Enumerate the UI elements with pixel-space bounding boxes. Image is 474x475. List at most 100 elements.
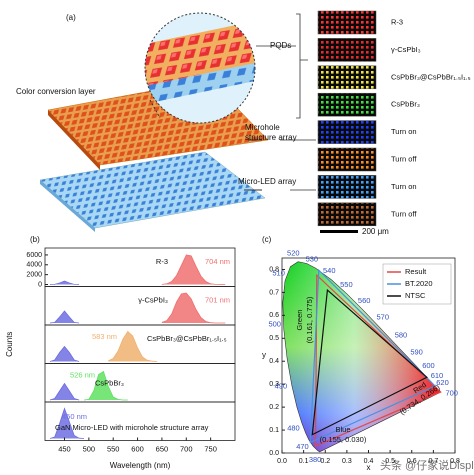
x-tick-label: 600	[131, 444, 144, 453]
y-tick-label: 4000	[26, 262, 42, 269]
y-tick-label: 0.0	[269, 450, 279, 457]
wavelength-label: 610	[431, 371, 444, 380]
peak-label: 526 nm	[70, 370, 95, 379]
peak-label: 450 nm	[62, 412, 87, 421]
y-tick-label: 0.5	[269, 335, 279, 342]
spectrum-fill	[161, 254, 226, 285]
spectrum-line	[49, 280, 80, 285]
micrograph-tile	[317, 38, 377, 62]
x-tick-label: 700	[180, 444, 193, 453]
x-tick-label: 0.7	[429, 458, 439, 465]
y-tick-label: 0.3	[269, 381, 279, 388]
annotation: (0.155, 0.030)	[320, 435, 367, 444]
tile-label: Turn on	[391, 182, 417, 191]
micrograph-tile	[317, 175, 377, 199]
micrograph-tile	[317, 147, 377, 172]
y-axis-title: Counts	[5, 332, 14, 357]
peak-label: 583 nm	[92, 332, 117, 341]
wavelength-label: 480	[287, 423, 300, 432]
tile-label: Turn off	[391, 154, 417, 163]
layer-label: Micro-LED array	[238, 177, 296, 186]
micrograph-tile	[317, 92, 377, 117]
annotation: (0.161, 0.775)	[305, 296, 314, 343]
panel-label: (c)	[262, 235, 272, 244]
wavelength-label: 500	[268, 319, 281, 328]
layer-label: Color conversion layer	[16, 87, 96, 96]
series-name: R-3	[156, 257, 168, 266]
wavelength-label: 380	[309, 455, 322, 464]
spectrum-line	[49, 345, 80, 362]
micrograph-tile	[317, 202, 377, 227]
spectrum-fill	[49, 281, 80, 285]
plot-frame	[44, 286, 236, 326]
x-tick-label: 450	[58, 444, 71, 453]
spectrum-line	[49, 382, 80, 401]
spectrum-line	[161, 254, 226, 285]
y-tick-label: 0.2	[269, 404, 279, 411]
x-tick-label: 750	[204, 444, 217, 453]
spectrum-fill	[49, 311, 80, 323]
wavelength-label: 490	[275, 381, 288, 390]
wavelength-label: 540	[323, 266, 336, 275]
legend-label: NTSC	[405, 291, 426, 300]
legend-label: BT.2020	[405, 279, 433, 288]
tile-label: Turn off	[391, 209, 417, 218]
spectrum-line	[49, 407, 85, 439]
spectrum-line	[161, 292, 226, 324]
x-tick-label: 500	[83, 444, 96, 453]
gamut-triangle	[309, 268, 437, 444]
y-tick-label: 0.7	[269, 289, 279, 296]
spectrum-line	[83, 370, 128, 401]
wavelength-label: 580	[395, 330, 408, 339]
spectrum-fill	[84, 371, 128, 400]
x-tick-label: 0.0	[277, 458, 287, 465]
x-tick-label: 550	[107, 444, 120, 453]
y-tick-label: 6000	[26, 252, 42, 259]
tile-label: R-3	[391, 17, 403, 26]
wavelength-label: 620	[436, 378, 449, 387]
gamut-fill-overlay	[282, 261, 441, 452]
spectrum-fill	[49, 346, 80, 362]
wavelength-label: 600	[422, 361, 435, 370]
series-name: CsPbBr₃@CsPbBr₁.₅I₁.₅	[147, 334, 227, 343]
device-illustration	[39, 12, 358, 233]
plot-frame	[44, 401, 236, 441]
plot-frame	[44, 247, 236, 287]
tile-label: γ-CsPbI₃	[391, 45, 421, 54]
watermark: 头条 @仔家说Display	[380, 458, 474, 472]
y-tick-label: 0.6	[269, 312, 279, 319]
wavelength-label: 570	[377, 313, 390, 322]
peak-label: 701 nm	[205, 295, 230, 304]
x-tick-label: 0.1	[299, 458, 309, 465]
y-tick-label: 0.4	[269, 358, 279, 365]
y-tick-label: 0	[38, 281, 42, 288]
annotation: Blue	[335, 425, 350, 434]
annotation: Green	[295, 310, 304, 331]
wavelength-label: 470	[296, 442, 309, 451]
gamut-triangle	[311, 288, 428, 436]
micrograph-tile	[317, 10, 377, 35]
series-name: γ-CsPbI₃	[138, 295, 168, 304]
wavelength-label: 510	[272, 269, 285, 278]
x-axis-title: Wavelength (nm)	[110, 461, 171, 470]
x-tick-label: 0.8	[450, 458, 460, 465]
wavelength-label: 590	[410, 347, 423, 356]
x-tick-label: 0.6	[407, 458, 417, 465]
wavelength-label: 520	[287, 249, 300, 258]
legend-label: Result	[405, 267, 427, 276]
x-axis-title: x	[367, 463, 371, 472]
layer-label: Microhole	[245, 123, 280, 132]
x-tick-label: 0.5	[385, 458, 395, 465]
spectrum-line	[108, 330, 158, 362]
layer-label: structure array	[245, 133, 297, 142]
layer-label: PQDs	[270, 41, 291, 50]
wavelength-label: 560	[358, 296, 371, 305]
scale-bar-label: 200 μm	[362, 227, 389, 236]
spectrum-fill	[108, 331, 158, 362]
micrograph-tile	[317, 65, 377, 90]
spectrum-line	[49, 310, 80, 324]
x-tick-label: 0.2	[320, 458, 330, 465]
wavelength-label: 550	[340, 280, 353, 289]
plot-frame	[44, 363, 236, 403]
